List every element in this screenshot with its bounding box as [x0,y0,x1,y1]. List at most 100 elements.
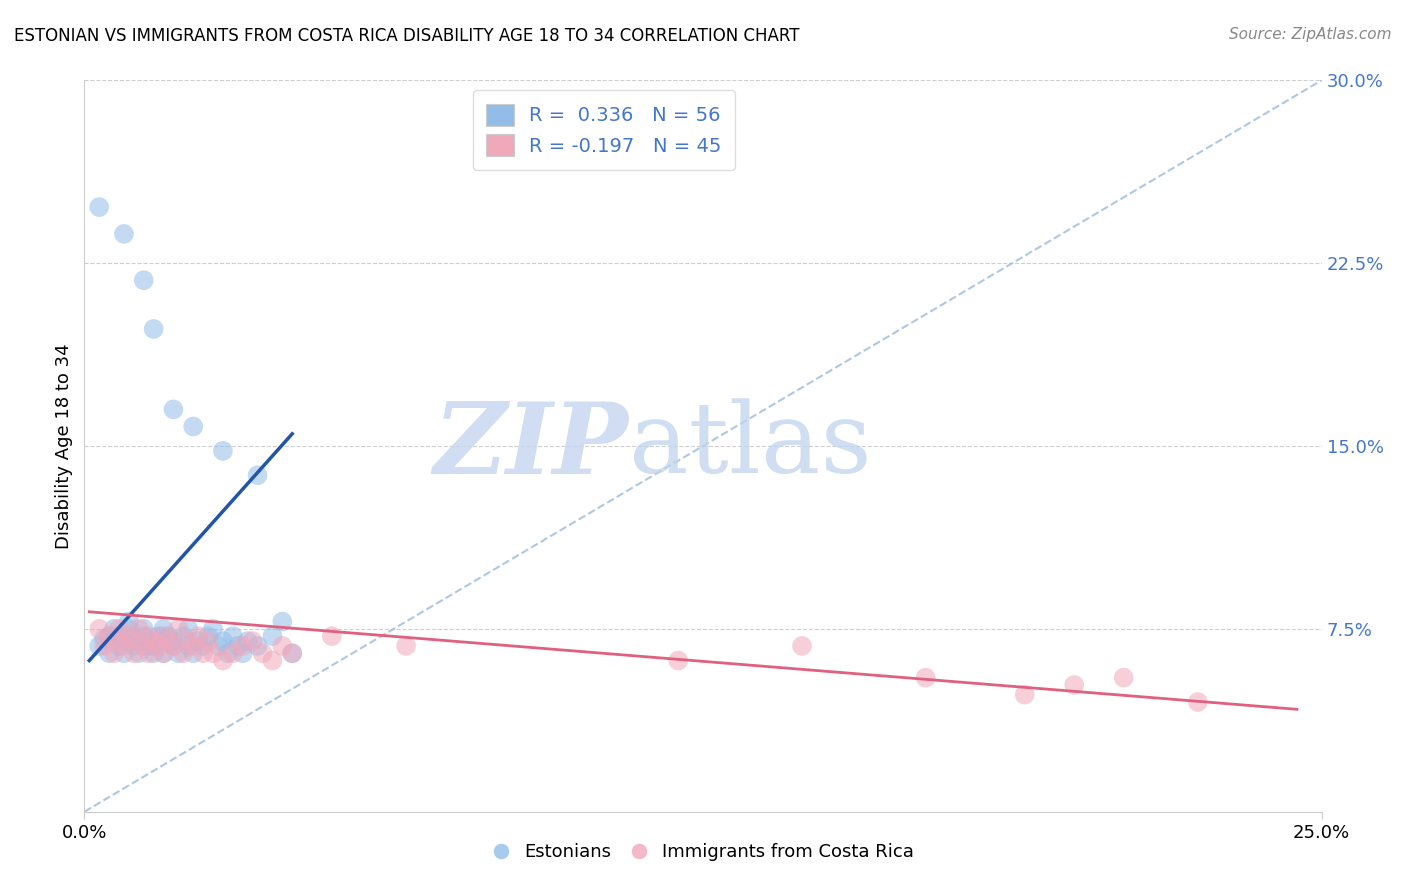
Point [93,632,115,646]
Point [226,639,249,653]
Point [112,646,135,660]
Point [122,646,145,660]
Point [152,629,174,643]
Point [1112,671,1135,685]
Point [128,622,150,636]
Point [167,622,190,636]
Point [103,646,125,660]
Point [217,646,239,660]
Point [790,639,813,653]
Point [321,629,343,643]
Point [191,646,214,660]
Y-axis label: Disability Age 18 to 34: Disability Age 18 to 34 [55,343,73,549]
Point [118,629,141,643]
Point [98,629,121,643]
Point [108,634,131,648]
Point [118,622,141,636]
Point [246,468,269,483]
Point [666,654,689,668]
Point [118,615,141,629]
Point [132,639,155,653]
Point [103,622,125,636]
Point [138,629,160,643]
Point [172,629,194,643]
Point [157,629,180,643]
Point [98,629,121,643]
Point [181,419,204,434]
Point [187,634,209,648]
Point [262,629,284,643]
Point [138,646,160,660]
Point [212,443,235,458]
Text: atlas: atlas [628,398,872,494]
Point [281,646,304,660]
Point [162,639,184,653]
Point [222,629,245,643]
Point [89,639,111,653]
Point [271,639,294,653]
Point [1014,688,1036,702]
Point [212,634,235,648]
Point [138,639,160,653]
Point [395,639,418,653]
Point [914,671,936,685]
Point [197,629,219,643]
Text: ESTONIAN VS IMMIGRANTS FROM COSTA RICA DISABILITY AGE 18 TO 34 CORRELATION CHART: ESTONIAN VS IMMIGRANTS FROM COSTA RICA D… [14,27,800,45]
Point [177,639,200,653]
Point [232,639,254,653]
Legend: Estonians, Immigrants from Costa Rica: Estonians, Immigrants from Costa Rica [485,836,921,869]
Point [1063,678,1085,692]
Point [152,646,174,660]
Point [162,639,184,653]
Point [262,654,284,668]
Point [122,639,145,653]
Point [142,634,165,648]
Point [132,273,155,287]
Point [112,634,135,648]
Point [148,639,170,653]
Point [177,634,200,648]
Point [177,622,200,636]
Point [122,634,145,648]
Text: Source: ZipAtlas.com: Source: ZipAtlas.com [1229,27,1392,42]
Point [222,646,245,660]
Point [181,646,204,660]
Text: ZIP: ZIP [434,398,628,494]
Point [167,646,190,660]
Point [142,322,165,336]
Point [202,622,225,636]
Point [181,639,204,653]
Point [236,634,259,648]
Point [148,634,170,648]
Point [93,639,115,653]
Point [242,634,264,648]
Point [197,634,219,648]
Point [232,646,254,660]
Point [138,634,160,648]
Point [157,634,180,648]
Point [202,646,225,660]
Point [152,622,174,636]
Point [148,629,170,643]
Point [128,634,150,648]
Point [252,646,274,660]
Point [271,615,294,629]
Point [89,200,111,214]
Point [281,646,304,660]
Point [142,639,165,653]
Point [132,622,155,636]
Point [187,629,209,643]
Point [108,629,131,643]
Point [108,639,131,653]
Point [108,622,131,636]
Point [98,646,121,660]
Point [162,402,184,417]
Point [207,639,229,653]
Point [89,622,111,636]
Point [112,227,135,241]
Point [172,646,194,660]
Point [162,634,184,648]
Point [246,639,269,653]
Point [212,654,235,668]
Point [128,646,150,660]
